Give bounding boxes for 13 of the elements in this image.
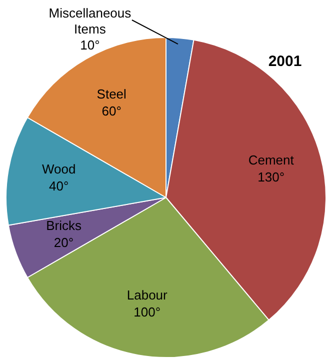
data-label: 10° [80,38,100,53]
data-label: 100° [134,304,161,320]
data-label: 130° [258,169,285,184]
data-label: 40° [49,178,69,194]
data-label: 60° [102,103,122,118]
slice-label: Steel [96,86,127,102]
slice-label: Miscellaneous Items [48,6,132,37]
slice-label: Wood [42,162,76,177]
data-label: 20° [54,234,74,250]
text: 2001 [268,53,302,70]
slice-label: Bricks [46,218,82,233]
slice-label: Labour [126,288,168,303]
slice-label: Cement [248,152,294,168]
